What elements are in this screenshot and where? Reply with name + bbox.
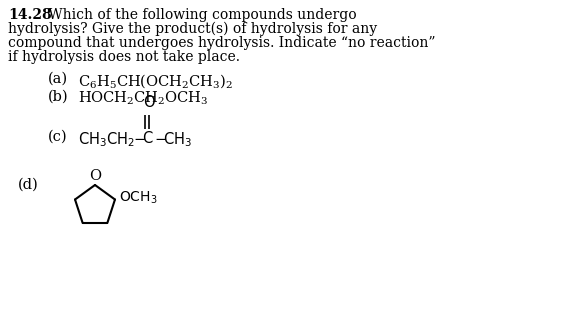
Text: $\mathregular{C}$: $\mathregular{C}$ — [142, 130, 153, 146]
Text: 14.28: 14.28 — [8, 8, 52, 22]
Text: (d): (d) — [18, 178, 39, 192]
Text: (b): (b) — [48, 90, 68, 104]
Text: $-$: $-$ — [133, 130, 146, 145]
Text: $\mathregular{CH_3}$: $\mathregular{CH_3}$ — [163, 130, 192, 149]
Text: O: O — [89, 169, 101, 183]
Text: if hydrolysis does not take place.: if hydrolysis does not take place. — [8, 50, 240, 64]
Text: $\mathregular{HOCH_2CH_2OCH_3}$: $\mathregular{HOCH_2CH_2OCH_3}$ — [78, 90, 209, 108]
Text: compound that undergoes hydrolysis. Indicate “no reaction”: compound that undergoes hydrolysis. Indi… — [8, 36, 435, 50]
Text: (a): (a) — [48, 72, 68, 86]
Text: hydrolysis? Give the product(s) of hydrolysis for any: hydrolysis? Give the product(s) of hydro… — [8, 22, 377, 36]
Text: Which of the following compounds undergo: Which of the following compounds undergo — [44, 8, 357, 22]
Text: $-$: $-$ — [154, 130, 167, 145]
Text: $\mathregular{C_6H_5CH(OCH_2CH_3)_2}$: $\mathregular{C_6H_5CH(OCH_2CH_3)_2}$ — [78, 72, 233, 90]
Text: $\mathregular{OCH_3}$: $\mathregular{OCH_3}$ — [119, 189, 157, 206]
Text: $\mathregular{CH_3CH_2}$: $\mathregular{CH_3CH_2}$ — [78, 130, 135, 149]
Text: (c): (c) — [48, 130, 68, 144]
Text: $\mathregular{O}$: $\mathregular{O}$ — [143, 94, 156, 110]
